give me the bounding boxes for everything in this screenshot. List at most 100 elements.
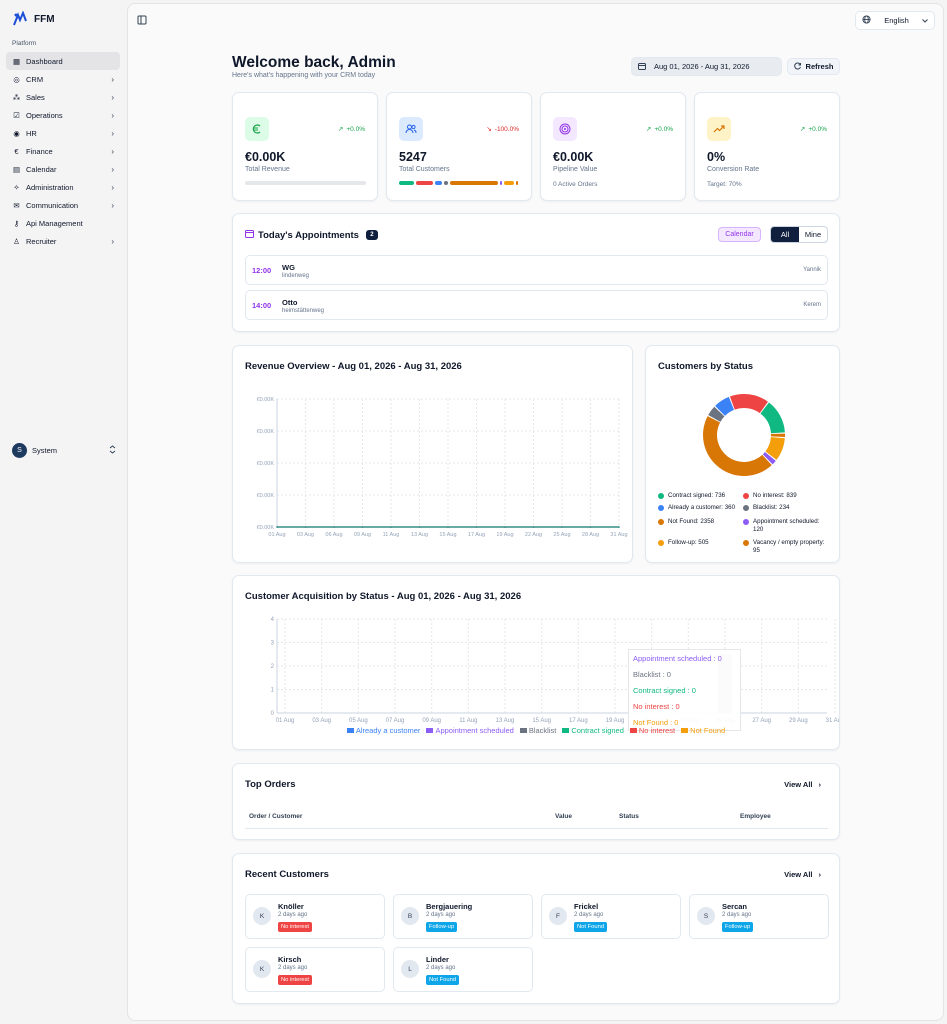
customer-card[interactable]: K Knöller 2 days ago No interest xyxy=(245,894,385,939)
sidebar-item-recruiter[interactable]: ♙ Recruiter › xyxy=(6,232,120,250)
legend-swatch xyxy=(681,728,689,733)
refresh-button[interactable]: Refresh xyxy=(787,58,840,75)
appointment-address: heimstättenweg xyxy=(282,308,325,314)
users-icon xyxy=(399,117,423,141)
column-header: Order / Customer xyxy=(249,813,303,820)
language-select[interactable]: English xyxy=(855,11,935,30)
stat-card-revenue: ↗ +0.0% €0.00K Total Revenue xyxy=(232,92,378,201)
legend-swatch xyxy=(658,505,664,511)
filter-all-button[interactable]: All xyxy=(771,227,799,242)
legend-item[interactable]: Already a customer xyxy=(346,726,420,735)
chevron-right-icon: › xyxy=(111,110,114,120)
revenue-chart-card: Revenue Overview - Aug 01, 2026 - Aug 31… xyxy=(232,345,633,563)
user-menu[interactable]: S System xyxy=(12,443,116,458)
top-orders-view-all[interactable]: View All › xyxy=(784,780,821,789)
chevron-down-icon xyxy=(922,16,928,25)
customer-card[interactable]: L Linder 2 days ago Not Found xyxy=(393,947,533,992)
status-donut-chart xyxy=(703,394,785,476)
customer-card[interactable]: F Frickel 2 days ago Not Found xyxy=(541,894,681,939)
sidebar-item-hr[interactable]: ◉ HR › xyxy=(6,124,120,142)
appointments-count-badge: 2 xyxy=(365,230,378,240)
sidebar-item-communication[interactable]: ✉ Communication › xyxy=(6,196,120,214)
customer-card[interactable]: K Kirsch 2 days ago No interest xyxy=(245,947,385,992)
donut-slice-blacklist[interactable] xyxy=(708,406,725,422)
sidebar-item-sales[interactable]: ⁂ Sales › xyxy=(6,88,120,106)
sidebar-item-label: Sales xyxy=(26,92,45,102)
legend-item[interactable]: Not Found xyxy=(681,726,725,735)
appointment-time: 14:00 xyxy=(252,301,272,310)
customer-name: Knöller xyxy=(278,902,304,911)
recent-customers-view-all[interactable]: View All › xyxy=(784,870,821,879)
sidebar-item-api-management[interactable]: ⚷ Api Management xyxy=(6,214,120,232)
legend-item[interactable]: Blacklist xyxy=(519,726,557,735)
x-tick-label: 31 Aug xyxy=(826,718,839,724)
x-tick-label: 11 Aug xyxy=(383,532,400,538)
appointment-item[interactable]: 14:00 Otto heimstättenweg Kerem xyxy=(245,290,828,320)
status-badge: Follow-up xyxy=(426,922,458,932)
avatar: B xyxy=(401,907,419,925)
appointments-title: Today's Appointments 2 xyxy=(245,229,378,241)
legend-item: Appointment scheduled: 120 xyxy=(743,518,827,534)
donut-slice-contract-signed[interactable] xyxy=(760,402,785,434)
y-tick-label: €0.00K xyxy=(257,461,275,467)
filter-mine-button[interactable]: Mine xyxy=(804,230,822,239)
arrow-up-right-icon: ↗ xyxy=(337,126,344,133)
calendar-button[interactable]: Calendar xyxy=(718,227,761,242)
sidebar-toggle-icon[interactable] xyxy=(137,15,147,25)
x-tick-label: 07 Aug xyxy=(386,718,405,724)
legend-item[interactable]: Appointment scheduled xyxy=(426,726,514,735)
top-orders-card: Top Orders View All › Order / Customer V… xyxy=(232,763,840,840)
sidebar-item-administration[interactable]: ✧ Administration › xyxy=(6,178,120,196)
arrow-up-right-icon: ↗ xyxy=(799,126,806,133)
x-tick-label: 19 Aug xyxy=(606,718,625,724)
avatar: S xyxy=(12,443,27,458)
status-chart-title: Customers by Status xyxy=(658,361,754,372)
stat-card-customers: ↘ -100.0% 5247 Total Customers xyxy=(386,92,532,201)
customer-card[interactable]: S Sercan 2 days ago Follow-up xyxy=(689,894,829,939)
acquisition-chart-card: Customer Acquisition by Status - Aug 01,… xyxy=(232,575,840,750)
donut-slice-vacancy-empty-property[interactable] xyxy=(770,433,785,438)
revenue-point xyxy=(333,526,335,528)
acquisition-chart-title: Customer Acquisition by Status - Aug 01,… xyxy=(245,591,522,602)
legend-item[interactable]: Contract signed xyxy=(562,726,624,735)
donut-slice-already-a-customer[interactable] xyxy=(715,396,734,416)
x-tick-label: 29 Aug xyxy=(789,718,808,724)
donut-slice-not-found[interactable] xyxy=(703,416,772,476)
date-range-picker[interactable]: Aug 01, 2026 - Aug 31, 2026 xyxy=(631,57,782,76)
sidebar-item-label: Api Management xyxy=(26,218,83,228)
view-all-label: View All xyxy=(784,870,813,879)
appointment-item[interactable]: 12:00 WG lindenweg Yannik xyxy=(245,255,828,285)
legend-swatch xyxy=(743,519,749,525)
trend-indicator: ↗ +0.0% xyxy=(646,125,673,134)
appointment-employee: Yannik xyxy=(803,267,821,273)
sidebar-item-dashboard[interactable]: ▦ Dashboard xyxy=(6,52,120,70)
stat-label: Total Customers xyxy=(399,166,450,173)
stat-value: 0% xyxy=(707,150,726,164)
donut-slice-appointment-scheduled[interactable] xyxy=(762,452,776,465)
sidebar-item-calendar[interactable]: ▤ Calendar › xyxy=(6,160,120,178)
administration-icon: ✧ xyxy=(13,182,20,192)
sidebar-item-finance[interactable]: € Finance › xyxy=(6,142,120,160)
chevron-right-icon: › xyxy=(111,92,114,102)
legend-label: Not Found: 2358 xyxy=(668,518,715,525)
legend-label: Follow-up: 505 xyxy=(668,539,709,546)
tooltip-line: Blacklist : 0 xyxy=(633,670,671,679)
stat-label: Pipeline Value xyxy=(553,166,598,173)
sidebar-item-crm[interactable]: ◎ CRM › xyxy=(6,70,120,88)
sidebar-item-operations[interactable]: ☑ Operations › xyxy=(6,106,120,124)
trend-indicator: ↗ +0.0% xyxy=(337,125,365,134)
revenue-point xyxy=(276,526,278,528)
brand[interactable]: FFM xyxy=(12,11,55,27)
brand-name: FFM xyxy=(34,13,55,25)
donut-slice-no-interest[interactable] xyxy=(729,394,768,414)
y-tick-label: 0 xyxy=(271,711,275,717)
page-subtitle: Here's what's happening with your CRM to… xyxy=(232,72,376,79)
legend-label: Blacklist xyxy=(528,726,557,735)
segment-blacklist xyxy=(444,181,448,185)
customer-card[interactable]: B Bergjauering 2 days ago Follow-up xyxy=(393,894,533,939)
donut-slice-follow-up[interactable] xyxy=(765,437,785,460)
language-label: English xyxy=(884,16,909,25)
legend-item[interactable]: No interest xyxy=(629,726,675,735)
recent-customers-card: Recent Customers View All › K Knöller 2 da… xyxy=(232,853,840,1004)
stat-sub: Target: 70% xyxy=(707,181,742,188)
